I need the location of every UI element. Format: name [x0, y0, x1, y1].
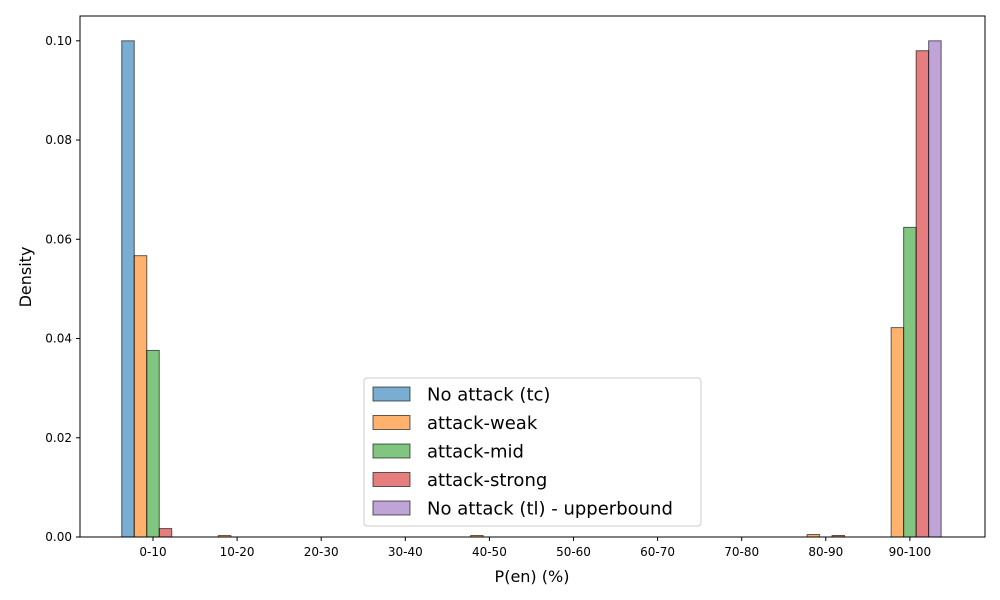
x-tick-label: 20-30: [304, 545, 339, 559]
bar: [146, 349, 160, 538]
legend-label: No attack (tl) - upperbound: [427, 499, 673, 520]
legend-swatch: [372, 415, 411, 430]
y-axis: 0.00 0.02 0.04 0.06 0.08 0.10: [45, 34, 80, 544]
legend-box: [363, 377, 702, 527]
legend-swatch: [372, 386, 411, 402]
legend-swatch: [372, 443, 411, 459]
x-tick-label: 30-40: [388, 545, 423, 559]
x-tick-label: 90-100: [889, 545, 932, 559]
bar: [158, 528, 173, 538]
legend-label: attack-weak: [427, 413, 538, 434]
y-tick-label: 0.02: [45, 431, 72, 445]
bar: [903, 226, 917, 538]
y-tick-label: 0.00: [45, 530, 72, 544]
bar: [133, 255, 148, 538]
y-tick-label: 0.10: [45, 34, 72, 48]
y-tick-label: 0.06: [45, 232, 72, 246]
x-tick-label: 10-20: [220, 545, 255, 559]
x-tick-label: 40-50: [472, 545, 507, 559]
legend-label: attack-mid: [427, 442, 524, 463]
legend-swatch: [372, 472, 411, 487]
x-axis: 0-10 10-20 20-30 30-40 40-50 50-60 60-70 70-80 8…: [139, 537, 931, 559]
legend-label: attack-strong: [427, 470, 547, 491]
y-axis-label: Density: [16, 247, 35, 308]
plot-frame: [79, 15, 986, 538]
legend-label: No attack (tc): [427, 385, 550, 406]
legend: No attack (tc) attack-weak attack-mid attac…: [363, 377, 702, 527]
x-tick-label: 60-70: [640, 545, 675, 559]
legend-swatch: [372, 500, 411, 516]
bar: [928, 40, 942, 538]
x-tick-label: 50-60: [556, 545, 591, 559]
x-tick-label: 0-10: [139, 545, 166, 559]
x-tick-label: 80-90: [808, 545, 843, 559]
x-tick-label: 70-80: [724, 545, 759, 559]
y-tick-label: 0.04: [45, 332, 72, 346]
y-tick-label: 0.08: [45, 133, 72, 147]
bar: [890, 327, 905, 538]
bar: [915, 50, 930, 538]
bar: [121, 40, 135, 538]
x-axis-label: P(en) (%): [495, 567, 570, 586]
